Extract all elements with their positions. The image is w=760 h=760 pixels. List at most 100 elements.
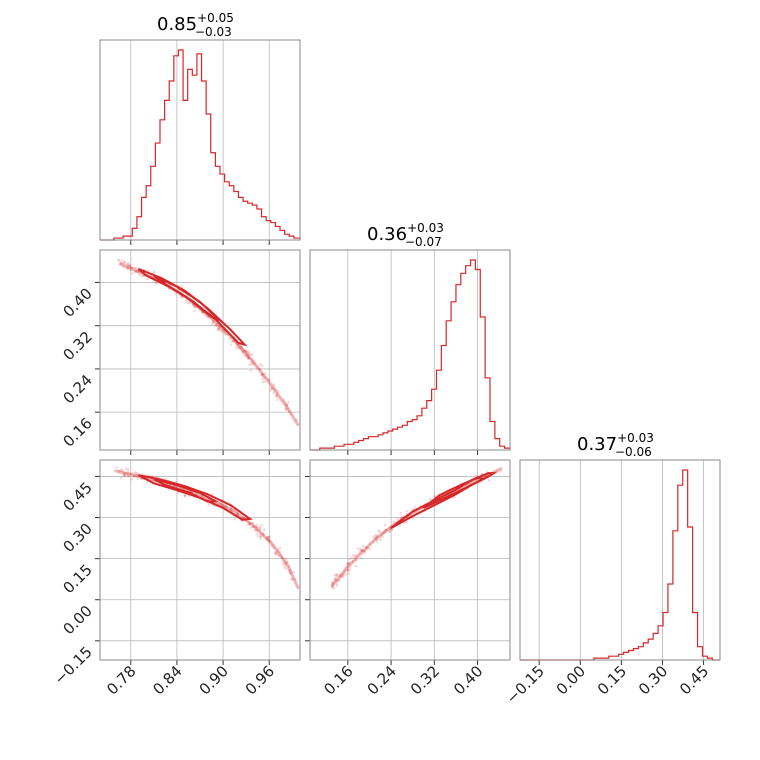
sample-point — [252, 525, 255, 528]
sample-point — [242, 350, 245, 354]
sample-point — [400, 516, 403, 519]
sample-point — [249, 369, 253, 372]
sample-point — [217, 502, 220, 505]
title-p3-plus: +0.03 — [617, 431, 654, 445]
sample-point — [331, 581, 335, 585]
sample-point — [375, 540, 379, 544]
title-p1-median: 0.85 — [157, 14, 197, 35]
sample-point — [222, 504, 226, 508]
sample-point — [124, 467, 127, 471]
sample-point — [346, 569, 350, 573]
sample-point — [388, 526, 391, 530]
histogram-frame-p3 — [519, 459, 721, 661]
joint-frame-p1-p2 — [99, 249, 301, 451]
sample-point — [252, 363, 256, 366]
sample-point — [266, 538, 270, 541]
sample-point — [268, 535, 271, 539]
sample-point — [164, 477, 168, 481]
sample-point — [241, 349, 245, 353]
sample-point — [135, 266, 138, 269]
sample-point — [215, 324, 219, 328]
x-tick-label: 0.45 — [676, 662, 712, 698]
sample-point — [254, 528, 258, 532]
sample-point — [258, 532, 262, 535]
sample-point — [125, 266, 129, 269]
sample-point — [284, 562, 287, 565]
sample-point — [117, 469, 121, 473]
sample-point — [247, 350, 251, 353]
sample-point — [183, 494, 187, 498]
histogram-panel-p2 — [309, 249, 511, 455]
sample-point — [250, 353, 254, 356]
sample-point — [262, 532, 265, 536]
sample-point — [251, 525, 255, 529]
sample-point — [259, 537, 262, 541]
sample-point — [284, 563, 288, 567]
sample-point — [228, 337, 232, 340]
sample-point — [217, 327, 220, 331]
sample-point — [363, 551, 366, 555]
joint-panel-p2-p3: 0.16 0.24 0.32 0.40 — [305, 459, 511, 698]
sample-point — [128, 265, 132, 269]
sample-point — [269, 540, 273, 543]
sample-point — [135, 269, 138, 272]
sample-point — [123, 260, 126, 264]
sample-point — [405, 520, 409, 524]
sample-point — [334, 579, 337, 583]
sample-point — [276, 398, 279, 402]
sample-point — [218, 326, 221, 330]
sample-point — [383, 531, 387, 534]
y-tick-label: 0.40 — [59, 285, 95, 321]
sample-point — [122, 265, 126, 268]
joint-frame-p1-p3 — [99, 459, 301, 661]
sample-point — [267, 378, 271, 382]
y-tick-label: −0.15 — [51, 643, 96, 688]
sample-point — [129, 472, 133, 475]
sample-point — [265, 536, 269, 540]
sample-point — [283, 400, 286, 403]
sample-point — [474, 473, 478, 477]
sample-point — [118, 258, 121, 262]
sample-point — [339, 575, 342, 578]
sample-point — [207, 503, 211, 506]
sample-point — [272, 391, 275, 395]
sample-point — [375, 535, 379, 538]
sample-point — [241, 516, 245, 520]
sample-point — [246, 352, 250, 355]
sample-point — [214, 324, 217, 327]
sample-point — [115, 466, 118, 469]
sample-point — [285, 403, 288, 407]
sample-point — [255, 526, 259, 529]
sample-point — [276, 553, 280, 557]
sample-point — [271, 543, 274, 547]
sample-point — [241, 346, 244, 349]
joint-panel-p1-p3: 0.78 0.84 0.90 0.96 −0.15 0.00 0.15 0.30 0.45 — [51, 459, 301, 698]
sample-point — [119, 476, 123, 480]
sample-point — [278, 550, 282, 554]
sample-point — [335, 574, 338, 578]
x-tick-label: 0.30 — [635, 662, 671, 698]
sample-point — [246, 356, 250, 360]
sample-point — [225, 505, 229, 508]
sample-point — [274, 551, 277, 554]
sample-point — [174, 292, 177, 296]
sample-point — [374, 537, 377, 540]
sample-point — [243, 348, 246, 352]
sample-point — [290, 413, 293, 416]
sample-point — [127, 263, 130, 266]
sample-point — [428, 497, 432, 501]
sample-point — [358, 551, 361, 555]
sample-point — [340, 575, 344, 578]
sample-point — [380, 533, 384, 537]
titles-layer: 0.85+0.05 −0.03 0.36+0.03 −0.07 0.37+0.03−… — [157, 11, 654, 459]
sample-point — [224, 505, 227, 509]
sample-point — [281, 556, 285, 560]
sample-point — [260, 373, 263, 377]
joint-content — [330, 466, 503, 590]
sample-point — [249, 521, 252, 525]
sample-point — [247, 521, 251, 525]
sample-point — [341, 575, 345, 579]
sample-point — [379, 538, 382, 542]
sample-point — [289, 571, 292, 575]
sample-point — [183, 494, 187, 498]
